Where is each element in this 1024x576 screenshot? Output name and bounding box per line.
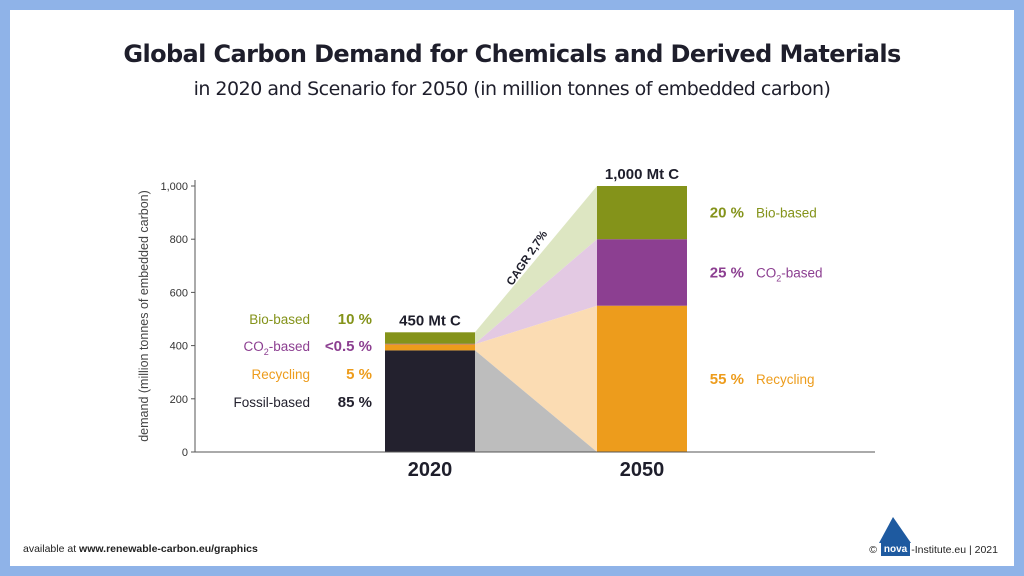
legend-2050-percent: 20 % [710,205,744,222]
legend-2050-percent: 25 % [710,264,744,281]
bar-2020-bio-based [385,332,475,344]
y-tick-label: 200 [170,394,188,406]
footer-source-url[interactable]: www.renewable-carbon.eu/graphics [79,543,258,555]
legend-2020-name: CO2-based [243,339,310,357]
legend-2050-name: Bio-based [756,206,817,221]
x-label-2050: 2050 [620,459,665,481]
total-label-2050: 1,000 Mt C [605,166,679,183]
legend-2050-name: CO2-based [756,265,823,283]
bar-2020-fossil-based [385,350,475,452]
legend-2020-percent: <0.5 % [325,338,372,355]
band-recycling [475,305,597,452]
band-co2-based [475,239,597,345]
band-bio-based [475,186,597,344]
y-tick-label: 600 [170,287,188,299]
y-axis-label: demand (million tonnes of embedded carbo… [137,190,151,442]
nova-logo-text: nova [883,544,908,555]
y-tick-label: 400 [170,341,188,353]
y-tick-label: 800 [170,234,188,246]
copyright-symbol: © [869,543,877,556]
bar-2050-bio-based [597,186,687,240]
legend-2050-name: Recycling [756,372,815,387]
legend-2020-name: Fossil-based [233,395,310,410]
y-tick-label: 0 [182,447,188,459]
chart-subtitle: in 2020 and Scenario for 2050 (in millio… [193,78,831,100]
bar-2050-recycling [597,305,687,452]
legend-2020-name: Recycling [251,367,310,382]
legend-2020-name: Bio-based [249,312,310,327]
nova-logo: nova [878,517,911,556]
legend-2020-percent: 5 % [346,366,372,383]
nova-sail-icon [878,517,911,543]
footer-source: available at www.renewable-carbon.eu/gra… [23,543,258,555]
bar-2020-recycling [385,344,475,351]
legend-2020-percent: 85 % [338,394,372,411]
legend-2050-percent: 55 % [710,371,744,388]
footer-institute-text: -Institute.eu | 2021 [911,543,998,556]
legend-2020-percent: 10 % [338,311,372,328]
footer-copyright: © nova -Institute.eu | 2021 [869,517,998,556]
bar-2050-co2-based [597,239,687,306]
infographic-card: Global Carbon Demand for Chemicals and D… [10,10,1014,566]
total-label-2020: 450 Mt C [399,312,461,329]
footer-source-prefix: available at [23,543,80,555]
bar-2020-co2-based [385,343,475,345]
x-label-2020: 2020 [408,459,453,481]
stacked-bar-chart: 0 200 400 600 800 1,000 demand (million tonnes… [137,166,875,481]
chart-title: Global Carbon Demand for Chemicals and D… [123,40,901,68]
band-fossil-based [475,350,597,452]
y-tick-label: 1,000 [160,181,188,193]
